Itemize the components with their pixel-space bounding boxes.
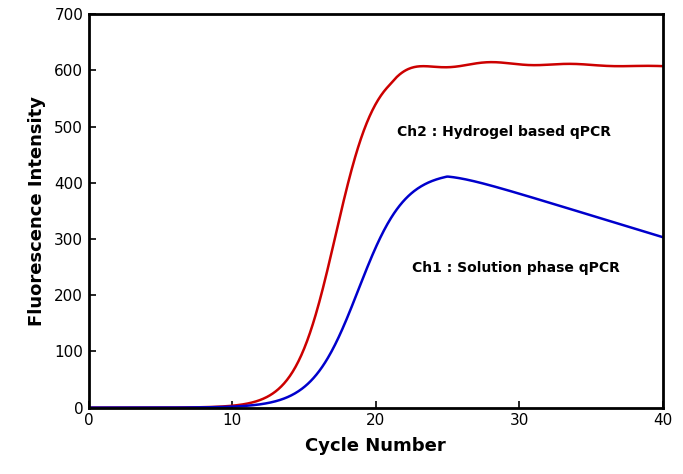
Text: Ch1 : Solution phase qPCR: Ch1 : Solution phase qPCR bbox=[411, 261, 619, 275]
Y-axis label: Fluorescence Intensity: Fluorescence Intensity bbox=[28, 96, 46, 326]
Text: Ch2 : Hydrogel based qPCR: Ch2 : Hydrogel based qPCR bbox=[398, 125, 611, 139]
X-axis label: Cycle Number: Cycle Number bbox=[305, 437, 446, 455]
